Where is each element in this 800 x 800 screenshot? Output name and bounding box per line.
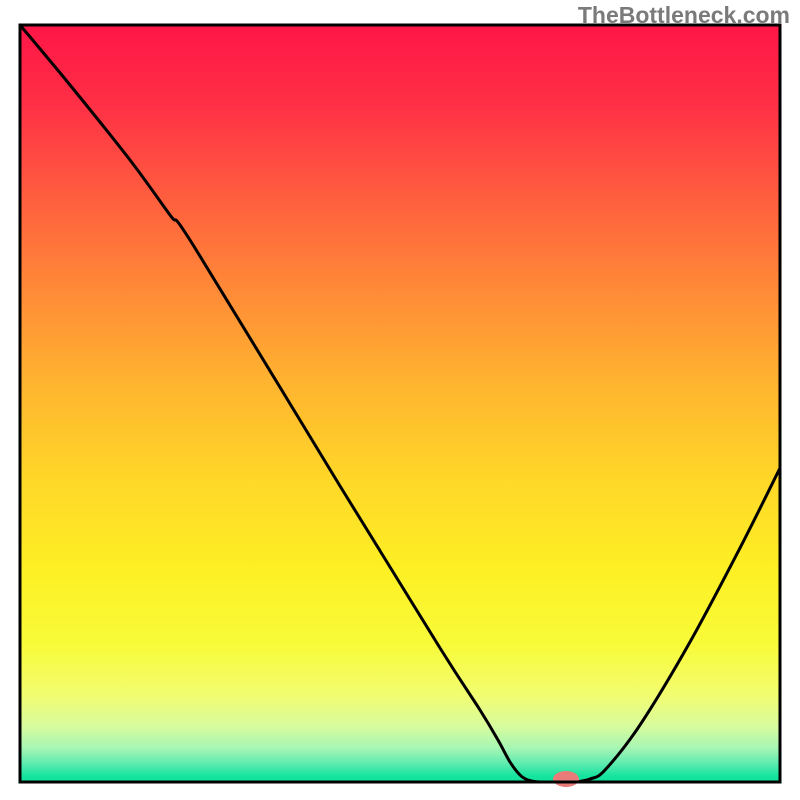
optimal-point-marker: [553, 771, 579, 787]
gradient-background: [20, 25, 780, 782]
chart-container: TheBottleneck.com: [0, 0, 800, 800]
watermark-text: TheBottleneck.com: [578, 2, 790, 29]
bottleneck-chart: [0, 0, 800, 800]
